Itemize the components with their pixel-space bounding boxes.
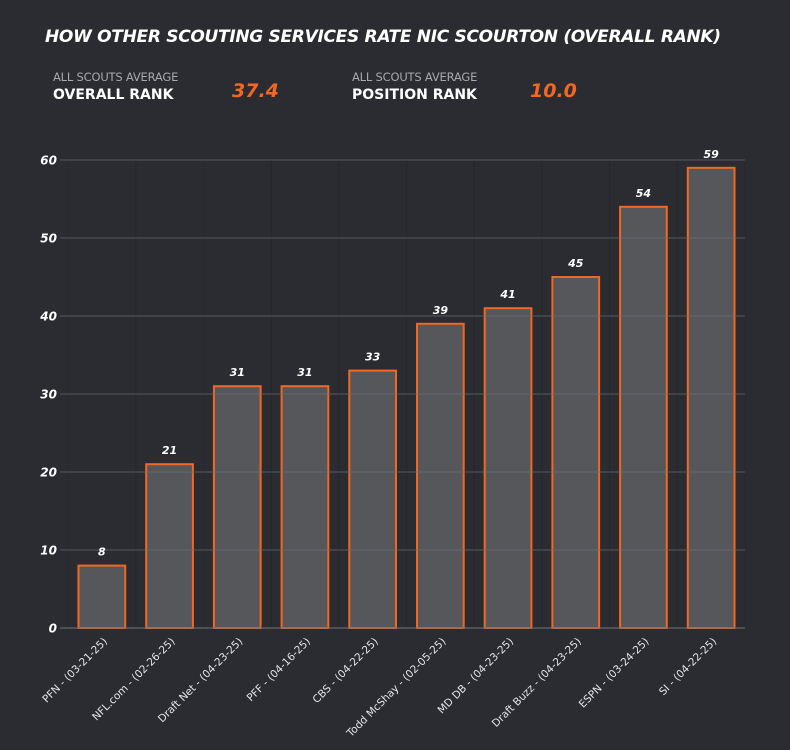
x-tick-label: CBS - (04-22-25) (311, 636, 381, 706)
bar[interactable] (145, 463, 194, 630)
x-tick-label: ESPN - (03-24-25) (577, 636, 652, 711)
data-label: 41 (499, 288, 515, 301)
y-tick-label: 20 (40, 466, 57, 480)
chart-title: HOW OTHER SCOUTING SERVICES RATE NIC SCO… (45, 27, 721, 47)
bar[interactable] (551, 276, 601, 629)
x-tick-label: PFN - (03-21-25) (40, 636, 110, 706)
bar[interactable] (77, 564, 127, 629)
x-axis-labels: PFN - (03-21-25)NFL.com - (02-26-25)Draf… (40, 636, 719, 741)
bar[interactable] (280, 385, 330, 630)
data-labels: 8 21 31 31 33 39 41 45 54 59 (98, 148, 719, 559)
bar[interactable] (415, 322, 465, 629)
data-label: 45 (567, 257, 584, 270)
position-rank-stat: ALL SCOUTS AVERAGE POSITION RANK (352, 70, 477, 103)
overall-rank-label: OVERALL RANK (53, 87, 174, 103)
data-label: 31 (297, 366, 312, 379)
y-axis-ticks: 0 10 20 30 40 50 60 (39, 154, 57, 636)
position-rank-sublabel: ALL SCOUTS AVERAGE (352, 70, 478, 84)
y-tick-label: 0 (49, 622, 57, 636)
overall-rank-value: 37.4 (232, 80, 279, 102)
bar[interactable] (483, 307, 533, 629)
bar[interactable] (686, 166, 736, 630)
y-tick-label: 10 (40, 544, 57, 558)
bar[interactable] (348, 369, 398, 629)
data-label: 8 (98, 546, 106, 559)
bar[interactable] (212, 385, 262, 630)
y-tick-label: 50 (40, 232, 57, 246)
position-rank-value: 10.0 (530, 80, 577, 102)
position-rank-label: POSITION RANK (352, 87, 477, 103)
data-label: 39 (433, 304, 449, 317)
data-label: 54 (636, 187, 651, 200)
bar[interactable] (619, 205, 668, 630)
overall-rank-stat: ALL SCOUTS AVERAGE OVERALL RANK (53, 70, 178, 103)
overall-rank-sublabel: ALL SCOUTS AVERAGE (53, 70, 179, 84)
x-tick-label: MD DB - (04-23-25) (435, 636, 516, 717)
data-label: 21 (162, 444, 177, 457)
horizontal-gridlines (60, 159, 745, 629)
y-tick-label: 60 (40, 154, 57, 168)
data-label: 33 (365, 351, 381, 364)
data-label: 31 (230, 366, 245, 379)
data-label: 59 (703, 148, 719, 161)
x-tick-label: SI - (04-22-25) (657, 636, 719, 698)
bars (77, 166, 736, 630)
y-tick-label: 30 (40, 388, 57, 402)
x-tick-label: PFF - (04-16-25) (245, 636, 313, 704)
y-tick-label: 40 (39, 310, 57, 324)
